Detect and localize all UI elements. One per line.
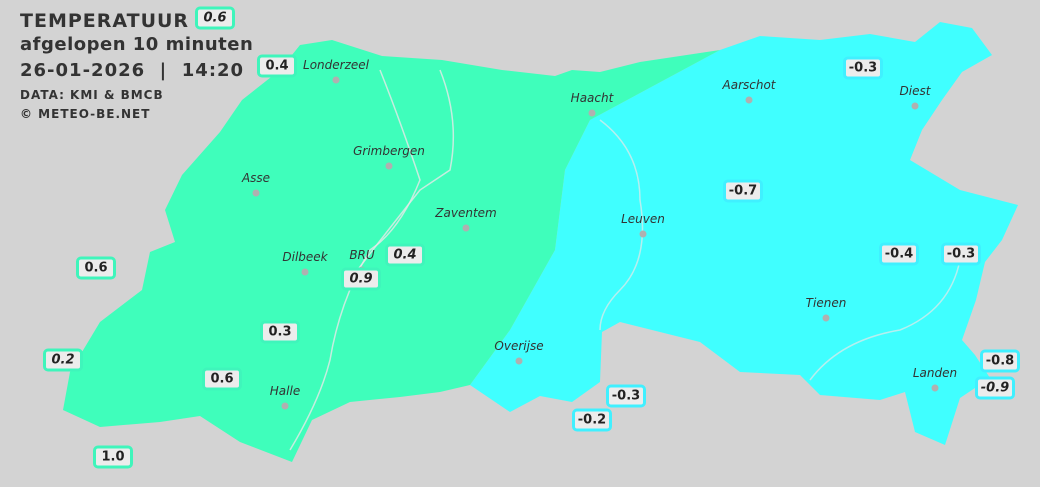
city-marker (332, 76, 340, 84)
temperature-reading[interactable]: -0.7 (723, 179, 763, 203)
city-marker (639, 230, 647, 238)
temperature-reading[interactable]: 1.0 (93, 445, 133, 469)
city-label: BRU (349, 248, 375, 262)
city-label: Londerzeel (303, 58, 369, 72)
city-label: Tienen (805, 296, 847, 310)
city-marker (462, 224, 470, 232)
city-label: Asse (241, 171, 271, 185)
temperature-reading[interactable]: -0.4 (879, 242, 919, 266)
city-label: Overijse (494, 339, 544, 353)
city-marker (515, 357, 523, 365)
temperature-reading[interactable]: 0.4 (257, 54, 297, 78)
river-line (809, 259, 961, 381)
city-label: Leuven (621, 212, 665, 226)
map-title: TEMPERATUUR (20, 10, 190, 32)
city-marker (385, 162, 393, 170)
city-label: Diest (899, 84, 931, 98)
city-marker (301, 268, 309, 276)
temperature-reading[interactable]: -0.2 (572, 408, 612, 432)
city-label: Zaventem (435, 206, 497, 220)
temperature-reading[interactable]: 0.6 (76, 256, 116, 280)
river-line (599, 119, 644, 331)
city-marker (931, 384, 939, 392)
map-datetime: 26-01-2026 | 14:20 (20, 60, 245, 81)
temperature-reading[interactable]: -0.3 (843, 56, 883, 80)
city-marker (588, 109, 596, 117)
temperature-reading[interactable]: 0.6 (202, 367, 242, 391)
temperature-reading[interactable]: 0.4 (385, 243, 425, 267)
city-label: Grimbergen (353, 144, 425, 158)
zone-cold (470, 22, 1018, 445)
city-label: Dilbeek (282, 250, 328, 264)
city-marker (281, 402, 289, 410)
temperature-reading[interactable]: 0.6 (195, 6, 235, 30)
city-label: Halle (269, 384, 301, 398)
temperature-reading[interactable]: -0.3 (941, 242, 981, 266)
city-marker (252, 189, 260, 197)
temperature-reading[interactable]: 0.9 (341, 267, 381, 291)
temperature-reading[interactable]: -0.3 (606, 384, 646, 408)
temperature-reading[interactable]: 0.2 (43, 348, 83, 372)
map-subtitle: afgelopen 10 minuten (20, 34, 254, 55)
data-source: DATA: KMI & BMCB (20, 88, 164, 102)
city-marker (822, 314, 830, 322)
city-label: Landen (912, 366, 958, 380)
copyright: © METEO-BE.NET (20, 107, 151, 121)
city-label: Haacht (570, 91, 614, 105)
river-line (349, 69, 455, 281)
city-marker (745, 96, 753, 104)
river-line (289, 69, 421, 451)
city-label: Aarschot (722, 78, 776, 92)
temperature-reading[interactable]: -0.9 (975, 376, 1015, 400)
temperature-reading[interactable]: 0.3 (260, 320, 300, 344)
temperature-reading[interactable]: -0.8 (980, 349, 1020, 373)
city-marker (911, 102, 919, 110)
